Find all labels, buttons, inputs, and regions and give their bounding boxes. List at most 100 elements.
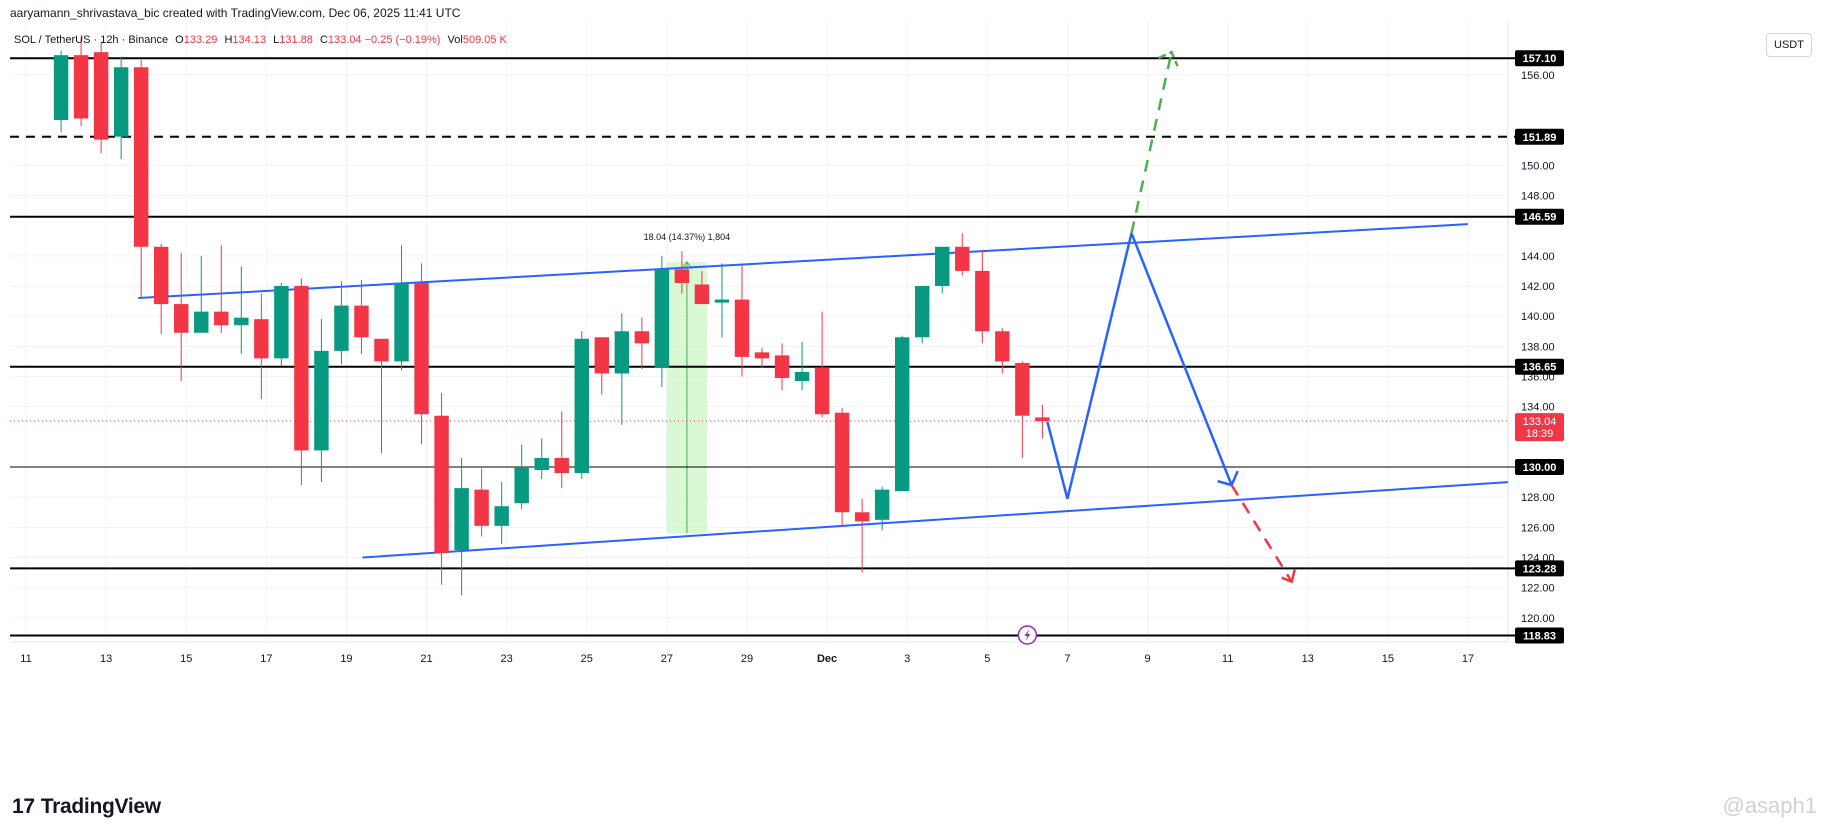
price-tick-label: 120.00 [1521,613,1555,625]
volume-value: 509.05 K [462,34,507,46]
price-level-tag-label: 157.10 [1523,53,1557,65]
time-tick-label: 23 [501,653,513,665]
tradingview-logo-text: TradingView [40,795,161,818]
candle-body [1015,362,1030,416]
time-tick-label: 5 [984,653,990,665]
candle-body [414,282,429,415]
time-tick-label: 9 [1144,653,1150,665]
price-level-tag [1515,627,1564,644]
candle-body [474,489,489,526]
price-level-tag-label: 136.65 [1523,362,1557,374]
trendline [138,223,1469,300]
price-tick-label: 150.00 [1521,160,1555,172]
price-tick-label: 144.00 [1521,251,1555,263]
candle-body [554,457,569,474]
time-tick-label: 7 [1064,653,1070,665]
candle-body [153,246,169,305]
time-tick-label: 29 [741,653,753,665]
currency-button[interactable]: USDT [1766,33,1812,57]
time-tick-label: 13 [1302,653,1314,665]
candle-body [334,305,349,351]
candle-body [915,285,930,338]
price-tick-label: 156.00 [1521,70,1555,82]
low-value: 131.88 [279,34,313,46]
close-value: 133.04 [327,34,362,46]
time-tick-label: 25 [581,653,593,665]
time-tick-label: 11 [20,653,31,665]
candle-body [214,311,229,326]
author-watermark: @asaph1 [1722,793,1817,818]
bull-projection-arrow-head [1158,50,1179,67]
measure-tool: 18.04 (14.37%) 1,804 [644,232,730,534]
candle-body [374,338,389,362]
candle-body [754,352,770,359]
price-level-tag-label: 146.59 [1523,212,1557,224]
low-label: L [273,34,280,46]
price-tick-label: 148.00 [1521,190,1555,202]
bear-projection-path [1230,484,1293,583]
candle-body [494,506,509,526]
high-label: H [224,34,233,46]
candle-body [774,355,790,379]
symbol-legend[interactable]: SOL / TetherUS · 12h · Binance O133.29 H… [14,34,507,46]
time-tick-label: 11 [1222,653,1233,665]
candle-body [594,337,609,374]
price-tick-label: 138.00 [1521,341,1555,353]
time-tick-label: 17 [1462,653,1474,665]
candle-body [874,489,890,520]
candle-body [113,67,129,137]
candle-body [434,415,449,553]
candle-body [894,337,910,492]
candle-body [174,304,189,333]
bull-projection-path [1130,51,1173,234]
lightning-icon [1024,629,1031,641]
price-tick-label: 128.00 [1521,492,1555,504]
candle-body [294,285,309,451]
candle-body [314,350,329,451]
price-level-tag-label: 118.83 [1523,631,1556,643]
price-tick-label: 126.00 [1521,522,1555,534]
symbol-name[interactable]: SOL / TetherUS · 12h · Binance [14,34,169,46]
trendline [362,481,1509,559]
price-axis: 120.00122.00124.00126.00128.00130.00134.… [1515,50,1564,644]
candle-body [714,299,730,303]
projection-path [1046,229,1233,500]
candle-body [935,246,950,286]
candle-body [854,512,870,522]
time-tick-label: 15 [180,653,192,665]
time-tick-label: 17 [260,653,272,665]
candle-body [354,305,369,338]
candle-body [454,488,469,550]
open-value: 133.29 [183,34,218,46]
close-label: C [319,34,328,46]
price-level-tag [1515,560,1564,577]
candle-body [394,282,409,362]
candle-body [814,367,830,415]
tradingview-logo[interactable]: 17 TradingView [12,795,161,819]
candles [53,37,1050,596]
time-tick-label: 21 [420,653,432,665]
price-level-tag [1515,208,1564,225]
candle-body [614,331,630,374]
price-level-tag [1515,128,1564,145]
price-tick-label: 134.00 [1521,402,1555,414]
candle-body [574,338,589,474]
price-levels [10,57,1515,637]
candle-body [73,55,89,119]
candle-body [133,67,149,247]
current-price-tag-label: 133.04 [1523,416,1557,428]
creator-caption: aaryamann_shrivastava_bic created with T… [10,6,461,20]
candle-body [995,331,1010,362]
time-tick-label: Dec [817,653,837,665]
price-level-tag-label: 123.28 [1523,563,1557,575]
candle-body [534,457,549,471]
change-value: −0.25 (−0.19%) [364,34,441,46]
candle-body [794,371,810,382]
grid-lines [10,22,1508,642]
time-axis: 11 13 15 17 19 21 23 25 27 29 Dec 3 5 7 9 11 13 15 17 [20,653,1474,665]
candle-body [514,467,529,504]
time-tick-label: 13 [100,653,112,665]
candle-body [254,319,269,359]
